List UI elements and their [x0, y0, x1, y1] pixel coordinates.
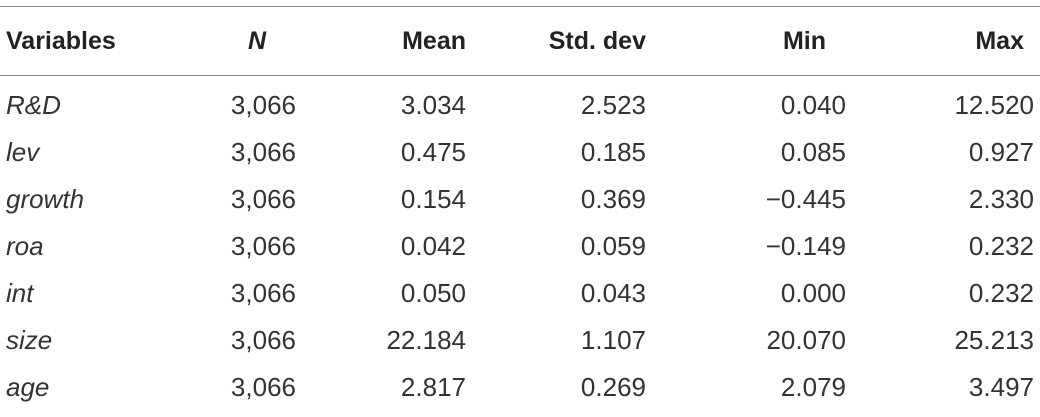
cell-variable: R&D [6, 90, 61, 120]
header-row: Variables N Mean Std. dev Min Max [0, 6, 1040, 76]
cell-mean: 22.184 [386, 325, 466, 355]
table-row: roa 3,066 0.042 0.059 −0.149 0.232 [0, 223, 1040, 270]
cell-mean: 0.042 [400, 231, 466, 261]
header-n: N [248, 26, 267, 55]
cell-min: −0.445 [765, 184, 846, 214]
cell-std-dev: 0.059 [580, 231, 646, 261]
cell-max: 12.520 [954, 90, 1034, 120]
cell-max: 3.497 [968, 372, 1034, 402]
cell-mean: 0.050 [400, 278, 466, 308]
cell-max: 0.927 [968, 137, 1034, 167]
table-body: R&D 3,066 3.034 2.523 0.040 12.520 lev 3… [0, 76, 1040, 412]
cell-min: 0.040 [780, 90, 846, 120]
cell-min: 20.070 [766, 325, 846, 355]
cell-std-dev: 0.269 [580, 372, 646, 402]
cell-min: 0.000 [780, 278, 846, 308]
table-row: R&D 3,066 3.034 2.523 0.040 12.520 [0, 76, 1040, 130]
header-variables: Variables [6, 26, 116, 55]
table-row: int 3,066 0.050 0.043 0.000 0.232 [0, 270, 1040, 317]
cell-std-dev: 0.185 [580, 137, 646, 167]
cell-variable: roa [6, 231, 44, 261]
header-std-dev: Std. dev [548, 26, 646, 55]
cell-variable: size [6, 325, 53, 355]
table-row: growth 3,066 0.154 0.369 −0.445 2.330 [0, 176, 1040, 223]
cell-n: 3,066 [230, 231, 296, 261]
cell-variable: int [6, 278, 34, 308]
cell-min: 2.079 [780, 372, 846, 402]
cell-mean: 3.034 [400, 90, 466, 120]
cell-variable: growth [6, 184, 85, 214]
cell-min: 0.085 [780, 137, 846, 167]
table-row: lev 3,066 0.475 0.185 0.085 0.927 [0, 129, 1040, 176]
descriptive-statistics-table: Variables N Mean Std. dev Min Max R&D 3,… [0, 6, 1040, 411]
table-row: age 3,066 2.817 0.269 2.079 3.497 [0, 364, 1040, 411]
cell-std-dev: 1.107 [580, 325, 646, 355]
cell-max: 25.213 [954, 325, 1034, 355]
cell-mean: 0.475 [400, 137, 466, 167]
cell-mean: 0.154 [400, 184, 466, 214]
cell-mean: 2.817 [400, 372, 466, 402]
cell-std-dev: 0.369 [580, 184, 646, 214]
cell-max: 0.232 [968, 278, 1034, 308]
cell-variable: age [6, 372, 50, 402]
cell-n: 3,066 [230, 90, 296, 120]
cell-max: 0.232 [968, 231, 1034, 261]
table-header: Variables N Mean Std. dev Min Max [0, 6, 1040, 76]
cell-n: 3,066 [230, 372, 296, 402]
cell-min: −0.149 [765, 231, 846, 261]
table-row: size 3,066 22.184 1.107 20.070 25.213 [0, 317, 1040, 364]
cell-n: 3,066 [230, 278, 296, 308]
cell-n: 3,066 [230, 325, 296, 355]
cell-n: 3,066 [230, 137, 296, 167]
header-mean: Mean [402, 26, 466, 55]
cell-n: 3,066 [230, 184, 296, 214]
header-max: Max [975, 26, 1024, 55]
cell-std-dev: 0.043 [580, 278, 646, 308]
cell-std-dev: 2.523 [580, 90, 646, 120]
cell-max: 2.330 [968, 184, 1034, 214]
header-min: Min [782, 26, 826, 55]
cell-variable: lev [6, 137, 40, 167]
